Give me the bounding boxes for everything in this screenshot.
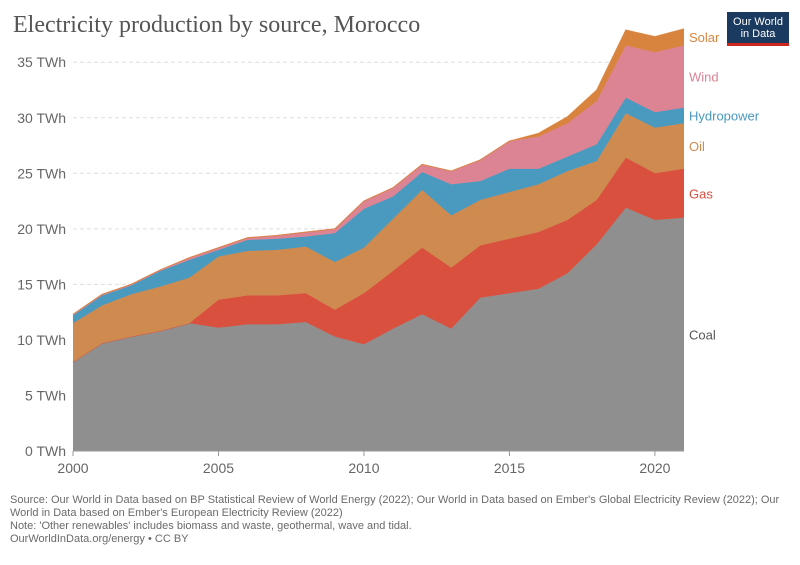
- logo-line-2: in Data: [740, 28, 776, 40]
- url-text[interactable]: OurWorldInData.org/energy • CC BY: [10, 533, 189, 545]
- area-hydropower[interactable]: [73, 97, 684, 324]
- x-tick-label: 2015: [494, 460, 525, 476]
- area-coal[interactable]: [73, 207, 684, 451]
- logo-line-1: Our World: [733, 16, 783, 28]
- x-tick-label: 2010: [348, 460, 379, 476]
- y-tick-label: 15 TWh: [17, 276, 66, 292]
- x-tick-label: 2020: [639, 460, 670, 476]
- y-tick-label: 30 TWh: [17, 110, 66, 126]
- y-tick-label: 0 TWh: [25, 443, 66, 459]
- area-series: [72, 28, 685, 451]
- label-coal: Coal: [689, 327, 716, 342]
- y-tick-label: 35 TWh: [17, 54, 66, 70]
- area-oil[interactable]: [73, 113, 684, 363]
- owid-logo[interactable]: Our World in Data: [727, 12, 789, 46]
- x-tick-label: 2000: [57, 460, 88, 476]
- area-gas[interactable]: [73, 157, 684, 363]
- axes: 0 TWh 5 TWh 10 TWh 15 TWh 20 TWh 25 TWh 30 TWh…: [17, 54, 684, 476]
- y-tick-label: 25 TWh: [17, 165, 66, 181]
- footer: Source: Our World in Data based on BP St…: [10, 494, 790, 546]
- label-hydropower: Hydropower: [689, 109, 760, 124]
- y-tick-label: 10 TWh: [17, 332, 66, 348]
- logo-accent-bar: [727, 43, 789, 46]
- label-oil: Oil: [689, 139, 705, 154]
- x-tick-label: 2005: [203, 460, 234, 476]
- chart-title: Electricity production by source, Morocc…: [13, 12, 421, 38]
- y-tick-label: 5 TWh: [25, 387, 66, 403]
- series-labels: Coal Gas Oil Hydropower Wind Solar: [689, 30, 760, 342]
- label-solar: Solar: [689, 30, 720, 45]
- label-gas: Gas: [689, 186, 713, 201]
- source-text: Source: Our World in Data based on BP St…: [10, 494, 780, 519]
- label-wind: Wind: [689, 70, 719, 85]
- area-wind[interactable]: [73, 45, 684, 316]
- y-tick-label: 20 TWh: [17, 221, 66, 237]
- note-text: Note: 'Other renewables' includes biomas…: [10, 520, 412, 532]
- area-edge-solar: [72, 28, 685, 315]
